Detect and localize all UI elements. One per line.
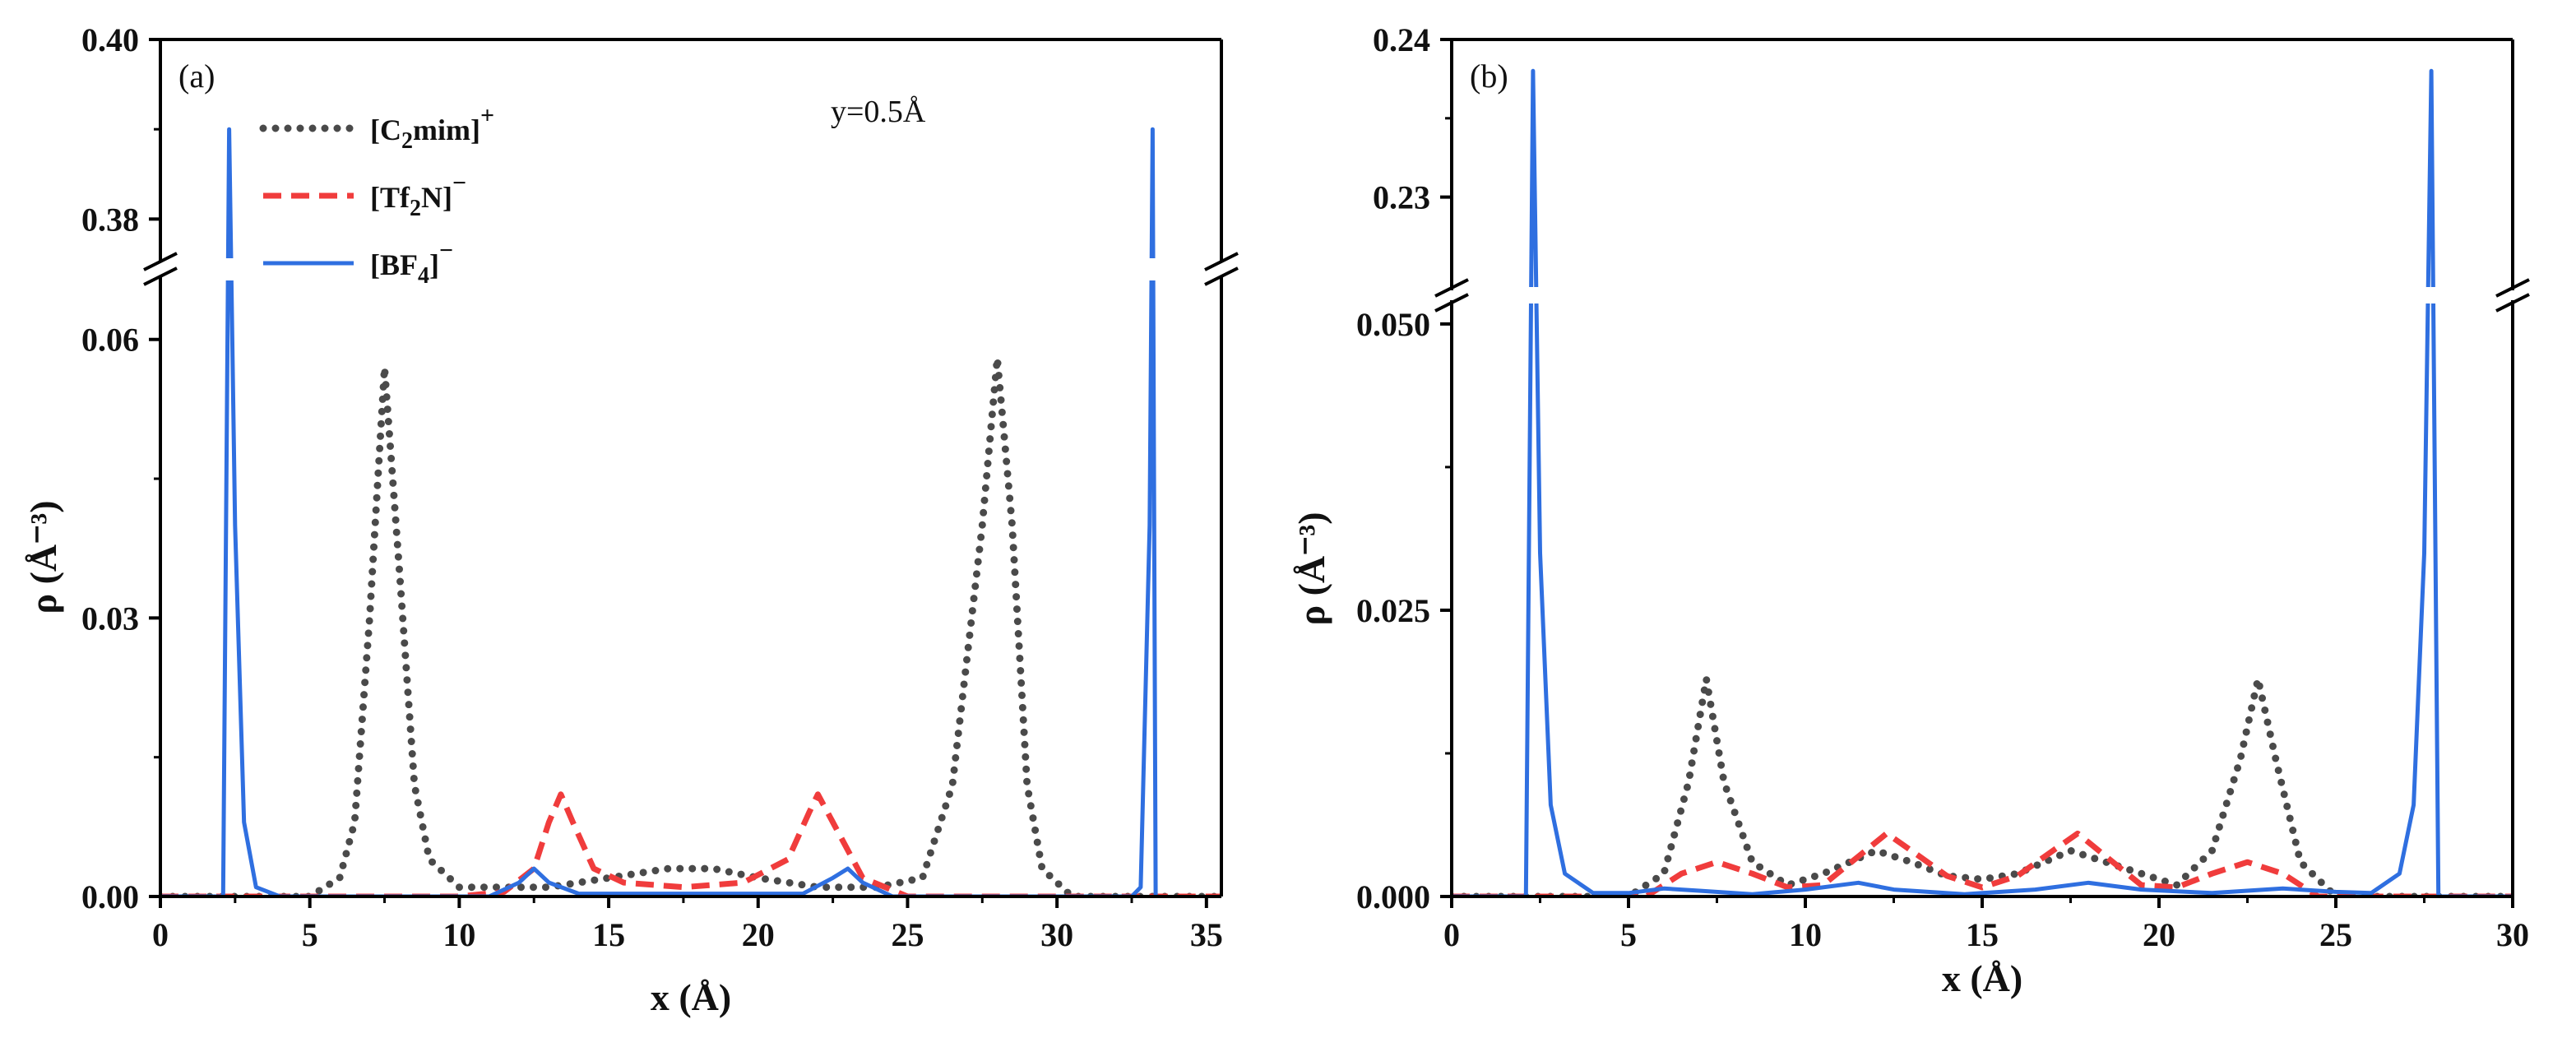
series-c2mim-line [160,354,1221,896]
series-tf2n-line [160,791,1221,896]
axis-break-mark [1204,266,1239,286]
series-bf4-line [1452,68,2513,896]
series-tf2n-line [1452,830,2513,896]
x-tick-label: 15 [592,916,625,953]
y-axis-title: ρ (Å⁻³) [1290,512,1332,625]
x-axis-title: x (Å) [651,976,731,1018]
y-tick-label: 0.050 [1356,306,1430,343]
y-tick-label: 0.03 [81,600,139,637]
x-tick-label: 20 [742,916,775,953]
y-tick-label: 0.24 [1373,21,1430,58]
y-tick-label: 0.40 [81,21,139,58]
axis-break-mark [1434,293,1469,313]
legend-label-tf2n: [Tf2N]− [370,169,466,221]
x-tick-label: 5 [302,916,318,953]
series-group [160,127,1221,896]
legend: [C2mim]+ [Tf2N]− [BF4]− [259,102,494,289]
axis-break-mark [1434,278,1469,298]
axis-break-mark [2495,278,2530,298]
series-group [1452,68,2513,896]
legend-label-bf4: [BF4]− [370,237,453,289]
x-tick-label: 35 [1190,916,1223,953]
x-axis-title: x (Å) [1942,957,2022,999]
y-tick-label: 0.06 [81,322,139,359]
x-tick-label: 30 [2496,916,2529,953]
y-tick-label: 0.000 [1356,878,1430,915]
x-tick-label: 20 [2143,916,2175,953]
x-tick-label: 30 [1040,916,1073,953]
x-tick-label: 0 [152,916,169,953]
panel-label: (a) [178,58,215,95]
y-tick-label: 0.23 [1373,179,1430,216]
axis-break-gap [1447,287,2518,303]
series-bf4-line [160,127,1158,896]
x-tick-label: 25 [2319,916,2352,953]
annotation-y-position: y=0.5Å [831,95,926,129]
panel-b: 0 5 10 15 20 25 30 0.000 0.025 0.050 0.23 0.24 x (Å)… [1290,21,2530,999]
y-tick-label: 0.38 [81,201,139,238]
axis-break-mark [2495,293,2530,313]
axis-break-mark [143,252,178,271]
x-tick-label: 15 [1966,916,1999,953]
y-tick-label: 0.025 [1356,592,1430,629]
x-tick-label: 10 [442,916,475,953]
legend-label-c2mim: [C2mim]+ [370,102,494,154]
panel-a: 0 5 10 15 20 25 30 35 0.00 0.03 0.06 0.38 0.40 x (Å) ρ… [22,21,1239,1018]
axis-break-mark [143,266,178,286]
x-tick-label: 10 [1789,916,1822,953]
x-tick-label: 25 [891,916,924,953]
axis-break-mark [1204,252,1239,271]
x-tick-label: 5 [1620,916,1637,953]
panel-label: (b) [1470,58,1508,95]
y-axis-title: ρ (Å⁻³) [22,500,64,614]
x-tick-label: 0 [1443,916,1460,953]
series-c2mim-line [1452,675,2513,896]
y-tick-label: 0.00 [81,878,139,915]
